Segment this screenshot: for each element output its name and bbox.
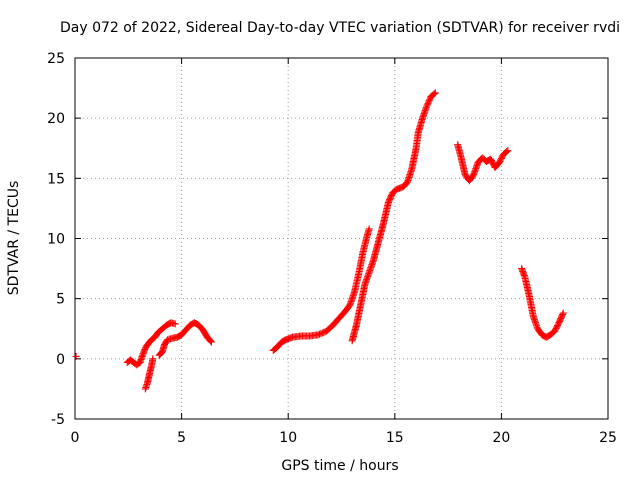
y-tick-label: 25 <box>47 51 65 67</box>
y-tick-label: 10 <box>47 232 65 248</box>
x-tick-label: 10 <box>279 430 297 446</box>
data-point <box>365 225 373 233</box>
x-tick-label: 15 <box>386 430 404 446</box>
x-tick-label: 20 <box>492 430 510 446</box>
data-point <box>503 148 511 156</box>
x-tick-label: 5 <box>177 430 186 446</box>
data-point <box>207 337 215 345</box>
data-point <box>72 352 80 360</box>
chart-title: Day 072 of 2022, Sidereal Day-to-day VTE… <box>60 20 620 36</box>
grid-layer <box>75 58 608 419</box>
y-axis-label: SDTVAR / TECUs <box>6 181 22 296</box>
data-point <box>207 338 215 346</box>
data-point <box>171 320 179 328</box>
y-tick-label: 20 <box>47 111 65 127</box>
y-tick-label: 15 <box>47 171 65 187</box>
x-tick-label: 25 <box>599 430 617 446</box>
data-point <box>559 309 567 317</box>
data-point <box>559 310 567 318</box>
data-point <box>431 89 439 97</box>
y-tick-label: -5 <box>51 412 65 428</box>
x-axis-label: GPS time / hours <box>281 458 398 474</box>
y-tick-label: 5 <box>56 292 65 308</box>
data-point <box>149 355 157 363</box>
data-layer <box>72 89 567 393</box>
y-tick-label: 0 <box>56 352 65 368</box>
data-point <box>430 90 438 98</box>
data-point <box>504 147 512 155</box>
x-tick-label: 0 <box>71 430 80 446</box>
ticks-layer: 0 5 10 15 20 25 -5 0 5 10 15 20 25 <box>47 51 617 446</box>
